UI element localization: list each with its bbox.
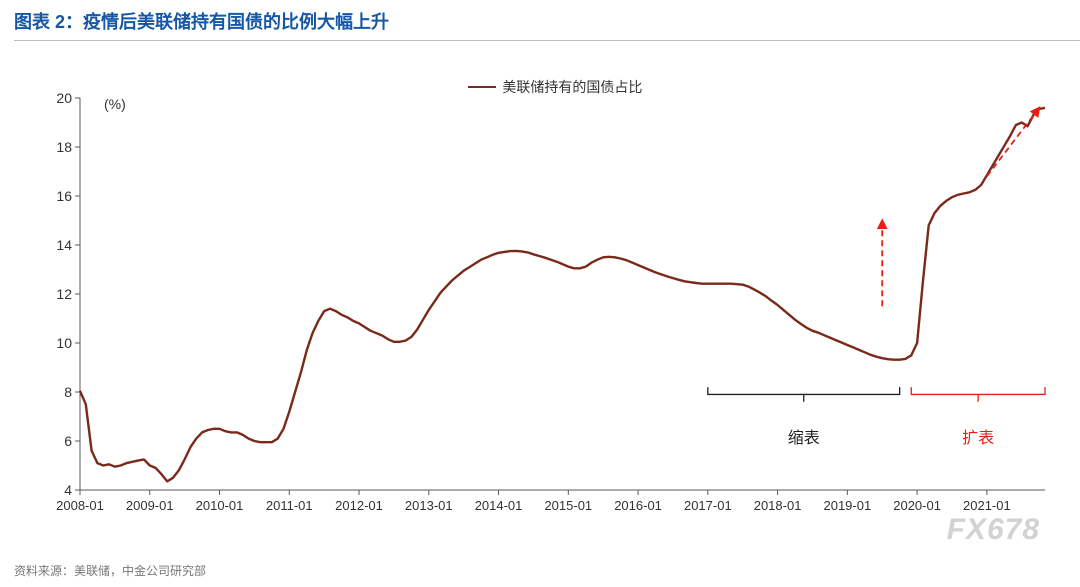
x-axis-tick-label: 2008-01 xyxy=(56,498,104,513)
x-axis-tick-label: 2013-01 xyxy=(405,498,453,513)
y-axis-tick-label: 10 xyxy=(40,335,72,351)
x-axis-tick-label: 2018-01 xyxy=(754,498,802,513)
chart-area: 4 6 8 10 12 14 16 18 20 2008-01 2009-01 2010-01 2011… xyxy=(40,70,1060,530)
x-axis-tick-label: 2021-01 xyxy=(963,498,1011,513)
legend-label: 美联储持有的国债占比 xyxy=(502,77,642,97)
y-axis-tick-label: 20 xyxy=(40,90,72,106)
x-axis-tick-label: 2011-01 xyxy=(266,498,313,513)
x-axis-tick-label: 2020-01 xyxy=(893,498,941,513)
x-axis-tick-label: 2015-01 xyxy=(544,498,592,513)
y-axis-tick-label: 12 xyxy=(40,286,72,302)
legend: 美联储持有的国债占比 xyxy=(468,77,642,97)
y-axis-tick-label: 16 xyxy=(40,188,72,204)
legend-swatch xyxy=(468,86,496,88)
y-axis-tick-label: 6 xyxy=(40,433,72,449)
x-axis-tick-label: 2014-01 xyxy=(475,498,523,513)
y-axis-tick-label: 18 xyxy=(40,139,72,155)
y-axis-tick-label: 14 xyxy=(40,237,72,253)
unit-label: (%) xyxy=(104,96,126,112)
line-chart xyxy=(40,70,1060,530)
y-axis-tick-label: 4 xyxy=(40,482,72,498)
x-axis-tick-label: 2009-01 xyxy=(126,498,174,513)
x-axis-tick-label: 2016-01 xyxy=(614,498,662,513)
x-axis-tick-label: 2012-01 xyxy=(335,498,383,513)
y-axis-tick-label: 8 xyxy=(40,384,72,400)
x-axis-tick-label: 2019-01 xyxy=(823,498,871,513)
x-axis-tick-label: 2017-01 xyxy=(684,498,732,513)
x-axis-tick-label: 2010-01 xyxy=(196,498,244,513)
bracket-label: 扩表 xyxy=(962,424,994,448)
bracket-label: 缩表 xyxy=(788,424,820,448)
chart-title: 图表 2：疫情后美联储持有国债的比例大幅上升 xyxy=(14,12,389,32)
source-text: 资料来源：美联储，中金公司研究部 xyxy=(14,562,206,579)
